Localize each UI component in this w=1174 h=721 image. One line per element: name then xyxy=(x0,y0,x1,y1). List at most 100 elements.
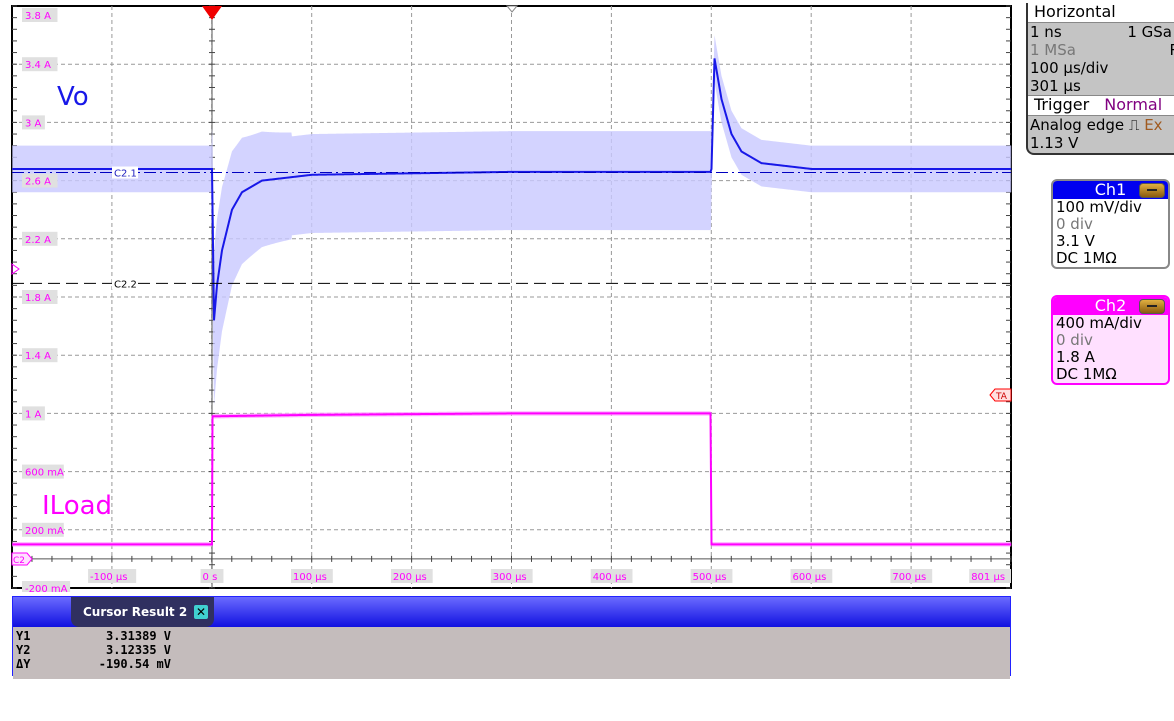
x-tick-label: 600 µs xyxy=(793,572,827,583)
trigger-type: Analog edge xyxy=(1030,116,1125,134)
result-row: Y1 3.31389 V xyxy=(16,629,1007,643)
y-tick-label: -200 mA xyxy=(25,584,68,592)
cursor-label-bg xyxy=(112,166,138,179)
y-tick-label-bg xyxy=(22,173,58,188)
y-tick-label: 600 mA xyxy=(25,468,64,479)
trigger-level-icon xyxy=(11,263,20,275)
y-tick-label: 200 mA xyxy=(25,526,64,537)
x-tick-label-bg xyxy=(490,569,533,583)
trigger-title: Trigger xyxy=(1034,95,1090,114)
horizontal-title: Horizontal xyxy=(1028,3,1174,23)
cursor-label-bg xyxy=(112,277,138,290)
ch1-offset-div: 0 div xyxy=(1056,215,1093,233)
y-tick-label-bg xyxy=(22,290,58,304)
ch2-offset: 1.8 A xyxy=(1056,348,1095,366)
row-value: 3.31389 V xyxy=(105,629,171,643)
x-tick-label-bg xyxy=(690,569,733,583)
trigger-mode: Normal xyxy=(1104,95,1163,114)
ch1-title: Ch1 xyxy=(1094,180,1127,199)
row-label: Y2 xyxy=(16,643,31,657)
x-tick-label: 0 s xyxy=(203,572,218,583)
resolution: 1 ns xyxy=(1030,23,1062,41)
trigger-position-icon xyxy=(202,6,222,20)
x-tick-label-bg xyxy=(790,569,833,583)
waveform-display[interactable]: C2.1 C2.2 3.8 A 3.4 A 3 A 2.6 A 2.2 A 1.8 A 1.4 … xyxy=(0,0,1020,592)
x-tick-label: 500 µs xyxy=(693,572,727,583)
row-label: Y1 xyxy=(16,629,31,643)
x-tick-label: 300 µs xyxy=(493,572,527,583)
row-label: ΔY xyxy=(16,657,31,671)
rising-edge-icon: ⎍ xyxy=(1128,116,1140,134)
x-tick-label-bg xyxy=(291,569,333,583)
x-tick-label: 200 µs xyxy=(393,572,427,583)
waveform-band-vo xyxy=(12,35,1012,407)
ch2-offset-div: 0 div xyxy=(1056,331,1093,349)
series-label-iload: ILoad xyxy=(42,491,112,521)
y-tick-label-bg xyxy=(22,464,64,479)
sample-rate: 1 GSa xyxy=(1127,23,1172,41)
y-tick-label-bg xyxy=(22,231,58,246)
y-tick-label-bg xyxy=(22,57,58,72)
y-tick-label: 1 A xyxy=(25,409,42,420)
acq-mode: RT xyxy=(1170,41,1174,59)
ch2-box[interactable]: Ch2 400 mA/div 0 div 1.8 A DC 1MΩ xyxy=(1051,295,1170,385)
waveform-trace-vo xyxy=(12,58,1012,321)
cursor-result-title: Cursor Result 2 xyxy=(83,605,188,619)
result-row: Y2 3.12335 V xyxy=(16,643,1007,657)
trigger-marker xyxy=(989,388,1012,402)
ch1-offset: 3.1 V xyxy=(1056,232,1095,250)
ch1-scale: 100 mV/div xyxy=(1056,198,1142,216)
x-tick-label-bg xyxy=(890,569,933,583)
minimize-button[interactable] xyxy=(1139,183,1165,198)
ch2-marker-label: C2 xyxy=(13,556,25,566)
y-tick-label: 2.6 A xyxy=(25,177,51,188)
close-icon[interactable]: ✕ xyxy=(194,605,208,619)
y-tick-label: 2.2 A xyxy=(25,235,51,246)
x-tick-label-bg xyxy=(88,569,137,583)
y-tick-label-bg xyxy=(22,406,45,421)
y-tick-label-bg xyxy=(22,581,71,592)
y-tick-label-bg xyxy=(22,8,58,22)
y-tick-label: 1.4 A xyxy=(25,351,51,362)
y-tick-label-bg xyxy=(22,115,45,130)
waveform-trace-iload xyxy=(12,412,1012,546)
ch2-scale: 400 mA/div xyxy=(1056,314,1142,332)
ch1-box[interactable]: Ch1 100 mV/div 0 div 3.1 V DC 1MΩ xyxy=(1051,179,1170,269)
time-scale: 100 µs/div xyxy=(1030,59,1109,77)
cursor-result-panel: Cursor Result 2 ✕ Y1 3.31389 V Y2 3.12335 V… xyxy=(12,596,1011,679)
x-tick-label-bg xyxy=(200,569,224,583)
row-value: 3.12335 V xyxy=(105,643,171,657)
cursor-label: C2.1 xyxy=(114,169,137,180)
trigger-marker-label: TA xyxy=(995,392,1008,402)
y-tick-label: 3 A xyxy=(25,118,42,129)
y-tick-label: 1.8 A xyxy=(25,293,51,304)
reference-point-icon xyxy=(505,5,519,13)
series-label-vo: Vo xyxy=(57,82,89,112)
ch2-ground-marker xyxy=(11,552,33,566)
row-value: -190.54 mV xyxy=(98,657,171,671)
ch2-coupling: DC 1MΩ xyxy=(1056,365,1117,383)
y-tick-label: 3.4 A xyxy=(25,60,51,71)
ch2-title: Ch2 xyxy=(1094,296,1127,315)
x-tick-label-bg xyxy=(969,569,1011,583)
trigger-level: 1.13 V xyxy=(1030,134,1079,152)
y-tick-label: 3.8 A xyxy=(25,11,51,22)
x-tick-label-bg xyxy=(590,569,633,583)
result-row: ΔY -190.54 mV xyxy=(16,657,1007,671)
record-length: 1 MSa xyxy=(1030,41,1076,59)
x-tick-label-bg xyxy=(390,569,433,583)
y-tick-label-bg xyxy=(22,348,58,363)
x-tick-label: 100 µs xyxy=(293,572,327,583)
cursor-label: C2.2 xyxy=(114,279,137,290)
x-tick-label: -100 µs xyxy=(90,572,127,583)
ch1-coupling: DC 1MΩ xyxy=(1056,249,1117,267)
minimize-button[interactable] xyxy=(1139,299,1165,314)
x-tick-label: 700 µs xyxy=(892,572,926,583)
time-position: 301 µs xyxy=(1030,77,1081,95)
trigger-source: Ex xyxy=(1144,116,1163,134)
horizontal-panel[interactable]: Horizontal 1 ns1 GSa 1 MSaRT 100 µs/div … xyxy=(1026,3,1174,155)
y-tick-label-bg xyxy=(22,522,64,537)
x-tick-label: 801 µs xyxy=(971,572,1005,583)
x-tick-label: 400 µs xyxy=(593,572,627,583)
tab-cursor-result[interactable]: Cursor Result 2 ✕ xyxy=(71,597,214,627)
